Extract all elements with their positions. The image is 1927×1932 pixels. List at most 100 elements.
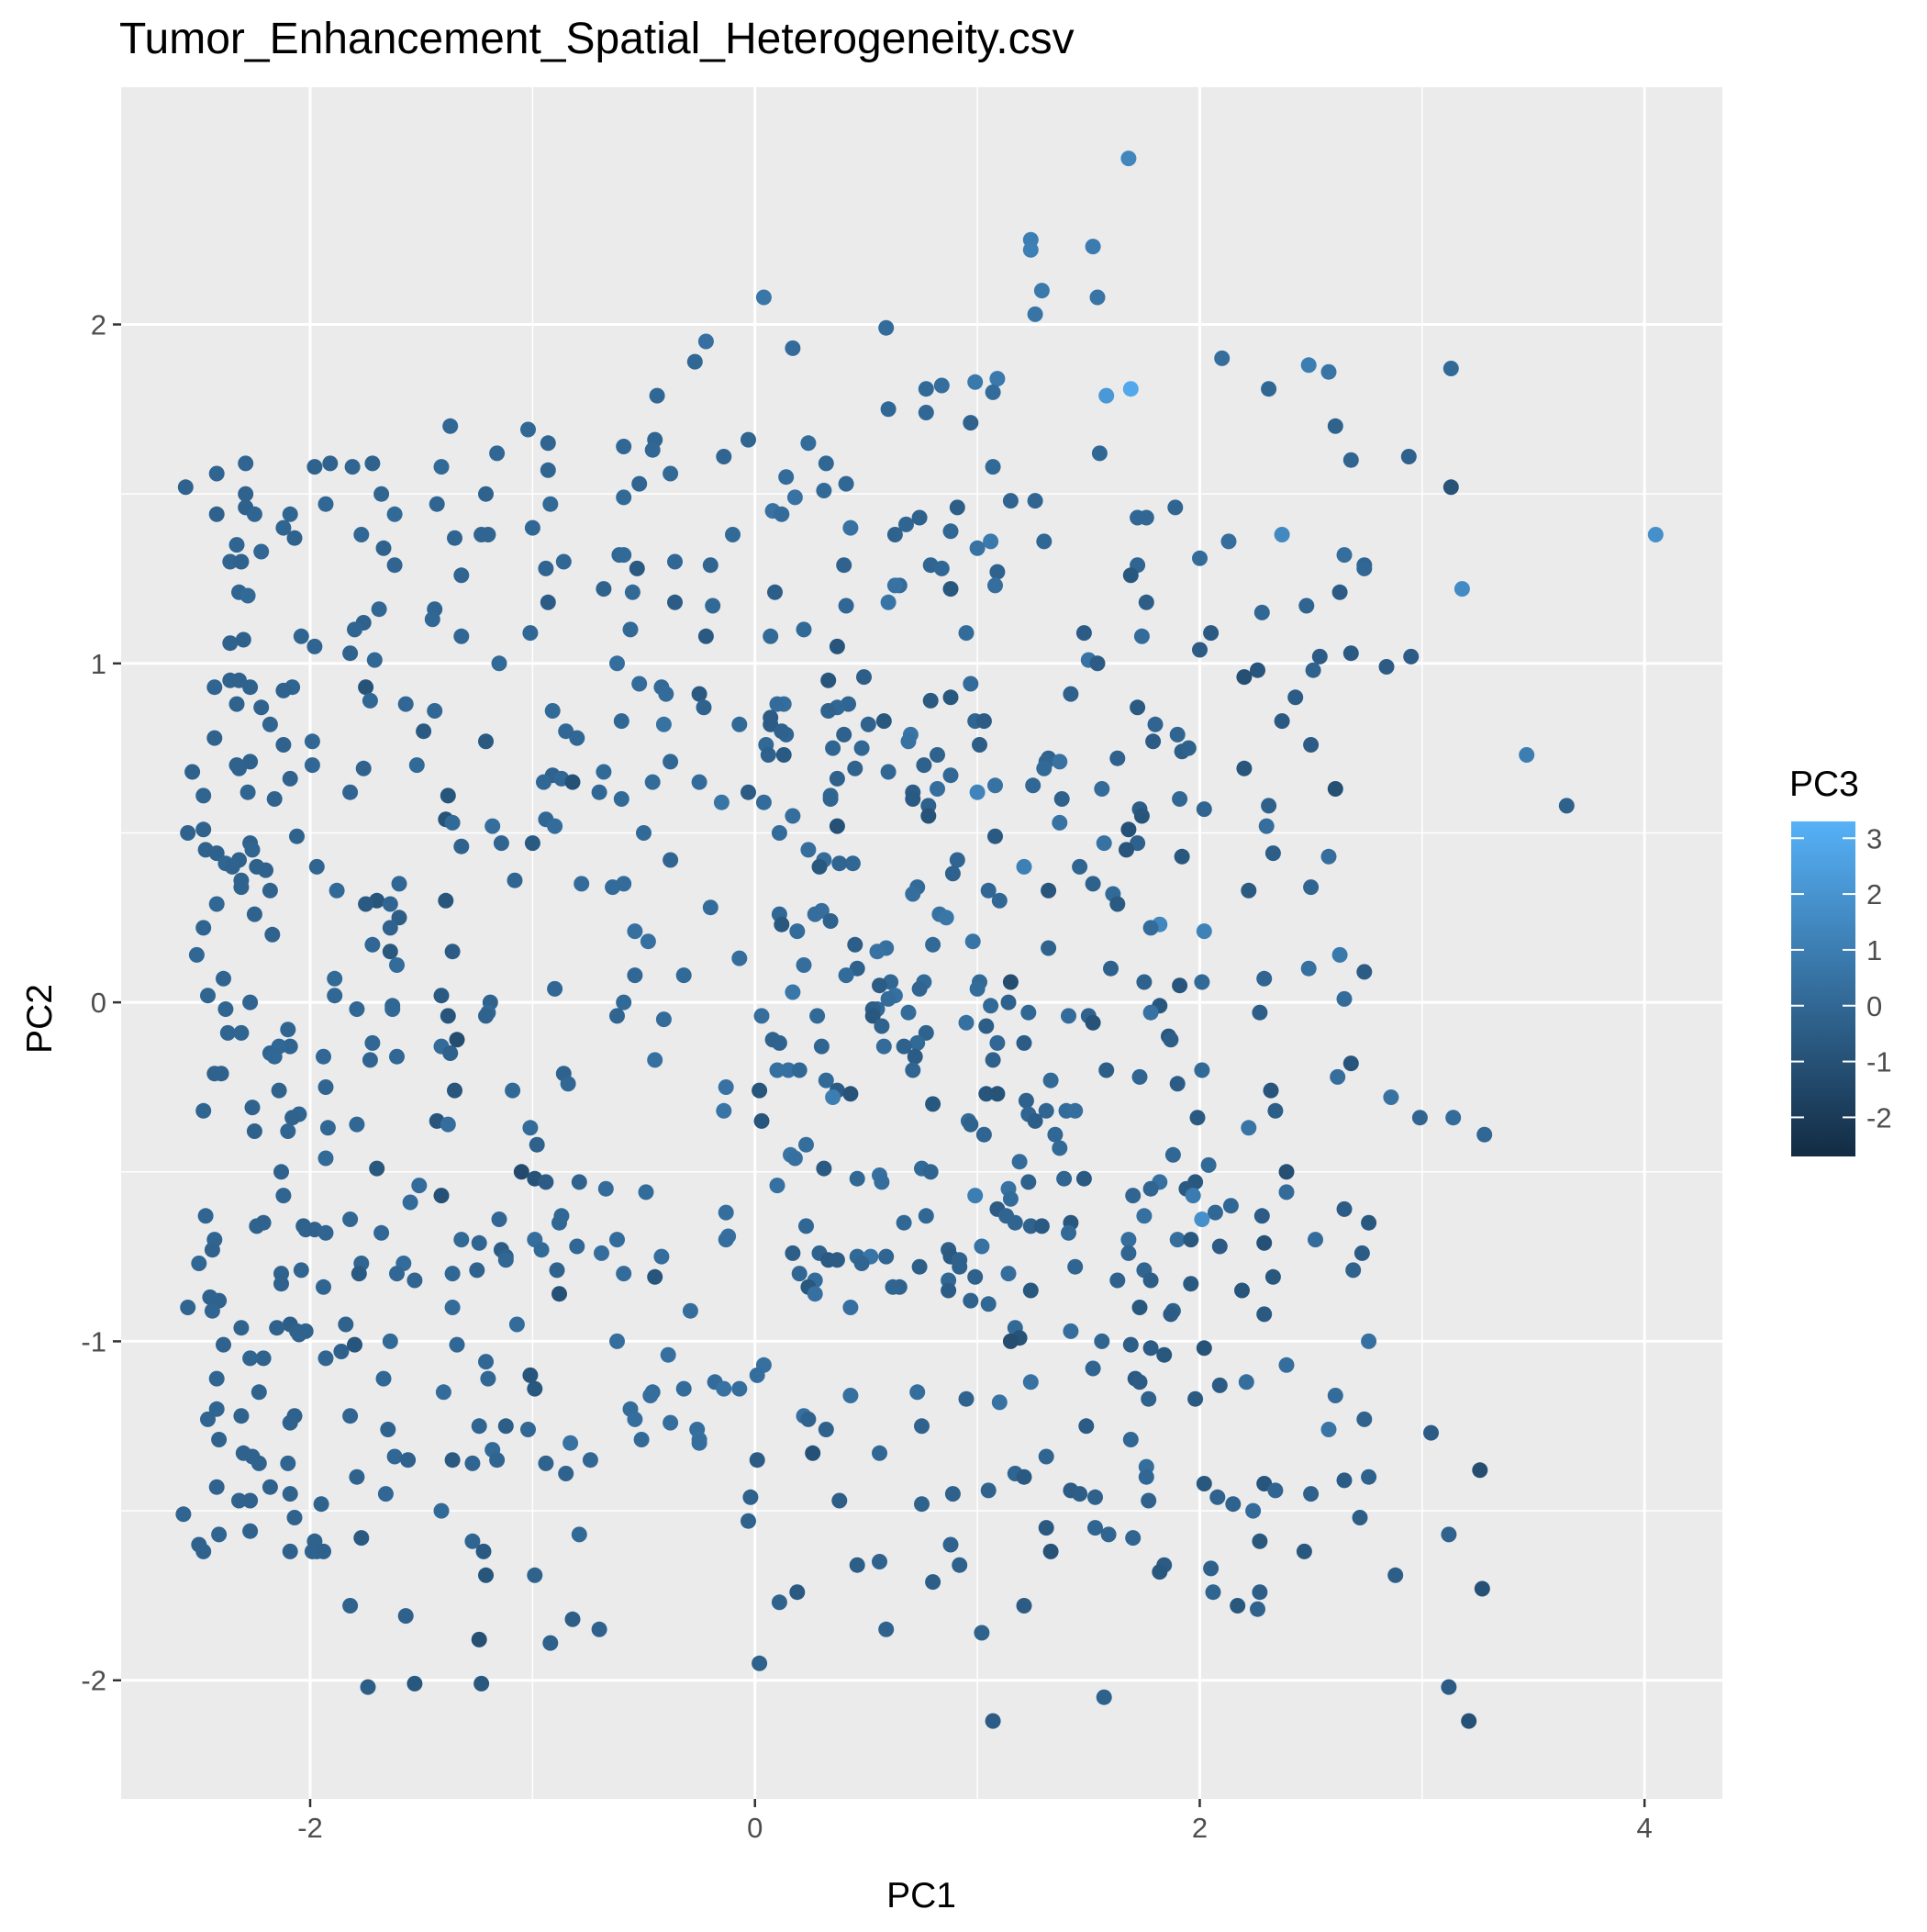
- data-point: [1052, 754, 1068, 770]
- data-point: [364, 1034, 381, 1051]
- data-point: [1042, 1543, 1059, 1559]
- data-point: [433, 988, 450, 1004]
- data-point: [769, 1178, 785, 1194]
- data-point: [624, 584, 640, 600]
- data-point: [1250, 1601, 1265, 1617]
- data-point: [1361, 1214, 1377, 1231]
- data-point: [909, 1384, 926, 1401]
- data-point: [1278, 1164, 1295, 1180]
- data-point: [627, 1411, 643, 1427]
- data-point: [825, 740, 841, 756]
- data-point: [989, 371, 1006, 387]
- data-point: [1094, 781, 1110, 797]
- data-point: [1007, 1214, 1023, 1231]
- data-point: [558, 1466, 574, 1481]
- data-point: [491, 1212, 507, 1227]
- data-point: [195, 1543, 212, 1559]
- data-point: [364, 455, 381, 472]
- data-point: [716, 1380, 732, 1397]
- data-point: [1180, 740, 1197, 756]
- data-point: [875, 1038, 892, 1055]
- data-point: [1192, 550, 1208, 566]
- legend-ticks: 3 2 1 0 -1 -2: [1791, 822, 1892, 1134]
- data-point: [369, 1160, 385, 1177]
- data-point: [796, 957, 812, 973]
- data-point: [616, 547, 632, 564]
- data-point: [464, 1455, 481, 1471]
- data-point: [930, 781, 945, 797]
- data-point: [613, 791, 629, 807]
- data-point: [238, 455, 254, 472]
- data-point: [818, 455, 834, 472]
- data-point: [264, 926, 281, 943]
- data-point: [353, 527, 370, 542]
- data-point: [1122, 1432, 1139, 1447]
- x-tick-label: 0: [747, 1812, 763, 1844]
- data-point: [1103, 960, 1119, 977]
- data-point: [771, 1034, 787, 1051]
- data-point: [853, 1256, 870, 1271]
- data-point: [920, 808, 937, 824]
- data-point: [444, 1452, 461, 1469]
- data-point: [872, 1445, 887, 1461]
- data-point: [949, 852, 965, 868]
- data-point: [269, 1320, 285, 1336]
- y-tick-label: -1: [81, 1325, 106, 1357]
- data-point: [208, 1401, 225, 1417]
- data-point: [1196, 1340, 1212, 1357]
- data-point: [731, 716, 748, 732]
- y-axis-label: PC2: [20, 984, 60, 1054]
- data-point: [640, 933, 656, 950]
- data-point: [402, 1194, 418, 1211]
- data-point: [718, 1232, 734, 1248]
- data-point: [918, 405, 934, 420]
- data-point: [1353, 1245, 1370, 1261]
- data-point: [922, 1164, 939, 1180]
- data-point: [1189, 1110, 1206, 1126]
- data-point: [663, 852, 679, 868]
- data-point: [571, 1526, 587, 1543]
- data-point: [233, 1320, 250, 1336]
- data-point: [844, 855, 861, 872]
- data-point: [228, 537, 245, 553]
- data-point: [874, 1018, 890, 1034]
- data-point: [382, 920, 398, 936]
- data-point: [842, 519, 859, 536]
- data-point: [1241, 1120, 1257, 1136]
- data-point: [980, 1296, 997, 1312]
- data-point: [596, 581, 612, 597]
- data-point: [1303, 879, 1320, 896]
- data-point: [1274, 713, 1290, 730]
- data-point: [663, 465, 679, 482]
- data-point: [411, 1178, 428, 1194]
- data-point: [349, 1116, 365, 1133]
- data-point: [1442, 479, 1459, 496]
- data-point: [1109, 896, 1126, 912]
- data-point: [1096, 1689, 1112, 1705]
- data-point: [800, 842, 817, 858]
- data-point: [847, 760, 863, 776]
- data-point: [327, 970, 343, 987]
- data-point: [555, 553, 572, 570]
- data-point: [686, 353, 703, 370]
- data-point: [853, 740, 870, 756]
- data-point: [266, 1048, 283, 1065]
- data-point: [1203, 1560, 1220, 1577]
- data-point: [1130, 699, 1146, 716]
- data-point: [360, 1679, 376, 1695]
- data-point: [705, 597, 721, 614]
- data-point: [200, 1411, 216, 1427]
- data-point: [713, 794, 730, 810]
- data-point: [880, 594, 897, 610]
- data-point: [1320, 363, 1337, 380]
- data-point: [1336, 1472, 1353, 1489]
- data-point: [238, 486, 254, 502]
- data-point: [204, 1242, 220, 1258]
- data-point: [749, 1452, 765, 1469]
- data-point: [1109, 1272, 1126, 1289]
- data-point: [1225, 1496, 1242, 1513]
- data-point: [308, 858, 325, 875]
- data-point: [831, 1492, 848, 1509]
- data-point: [551, 1214, 567, 1231]
- data-point: [691, 686, 707, 702]
